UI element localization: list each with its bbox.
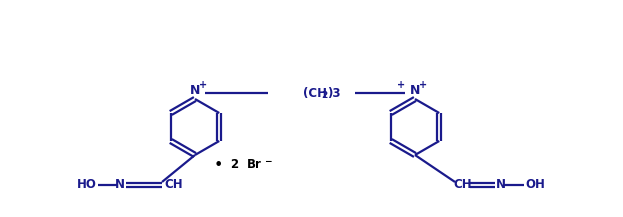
Text: )3: )3: [327, 87, 341, 100]
Text: 2: 2: [230, 158, 238, 171]
Text: (CH: (CH: [303, 87, 327, 100]
Text: +: +: [397, 80, 405, 90]
Text: −: −: [264, 156, 272, 166]
Text: N: N: [115, 179, 125, 191]
Text: N: N: [190, 84, 200, 97]
Text: N: N: [410, 84, 420, 97]
Text: •: •: [213, 158, 222, 173]
Text: CH: CH: [164, 179, 183, 191]
Text: Br: Br: [247, 158, 262, 171]
Text: OH: OH: [525, 179, 545, 191]
Text: CH: CH: [453, 179, 472, 191]
Text: HO: HO: [77, 179, 97, 191]
Text: N: N: [496, 179, 506, 191]
Text: +: +: [199, 80, 207, 90]
Text: 2: 2: [321, 92, 327, 100]
Text: +: +: [419, 80, 427, 90]
